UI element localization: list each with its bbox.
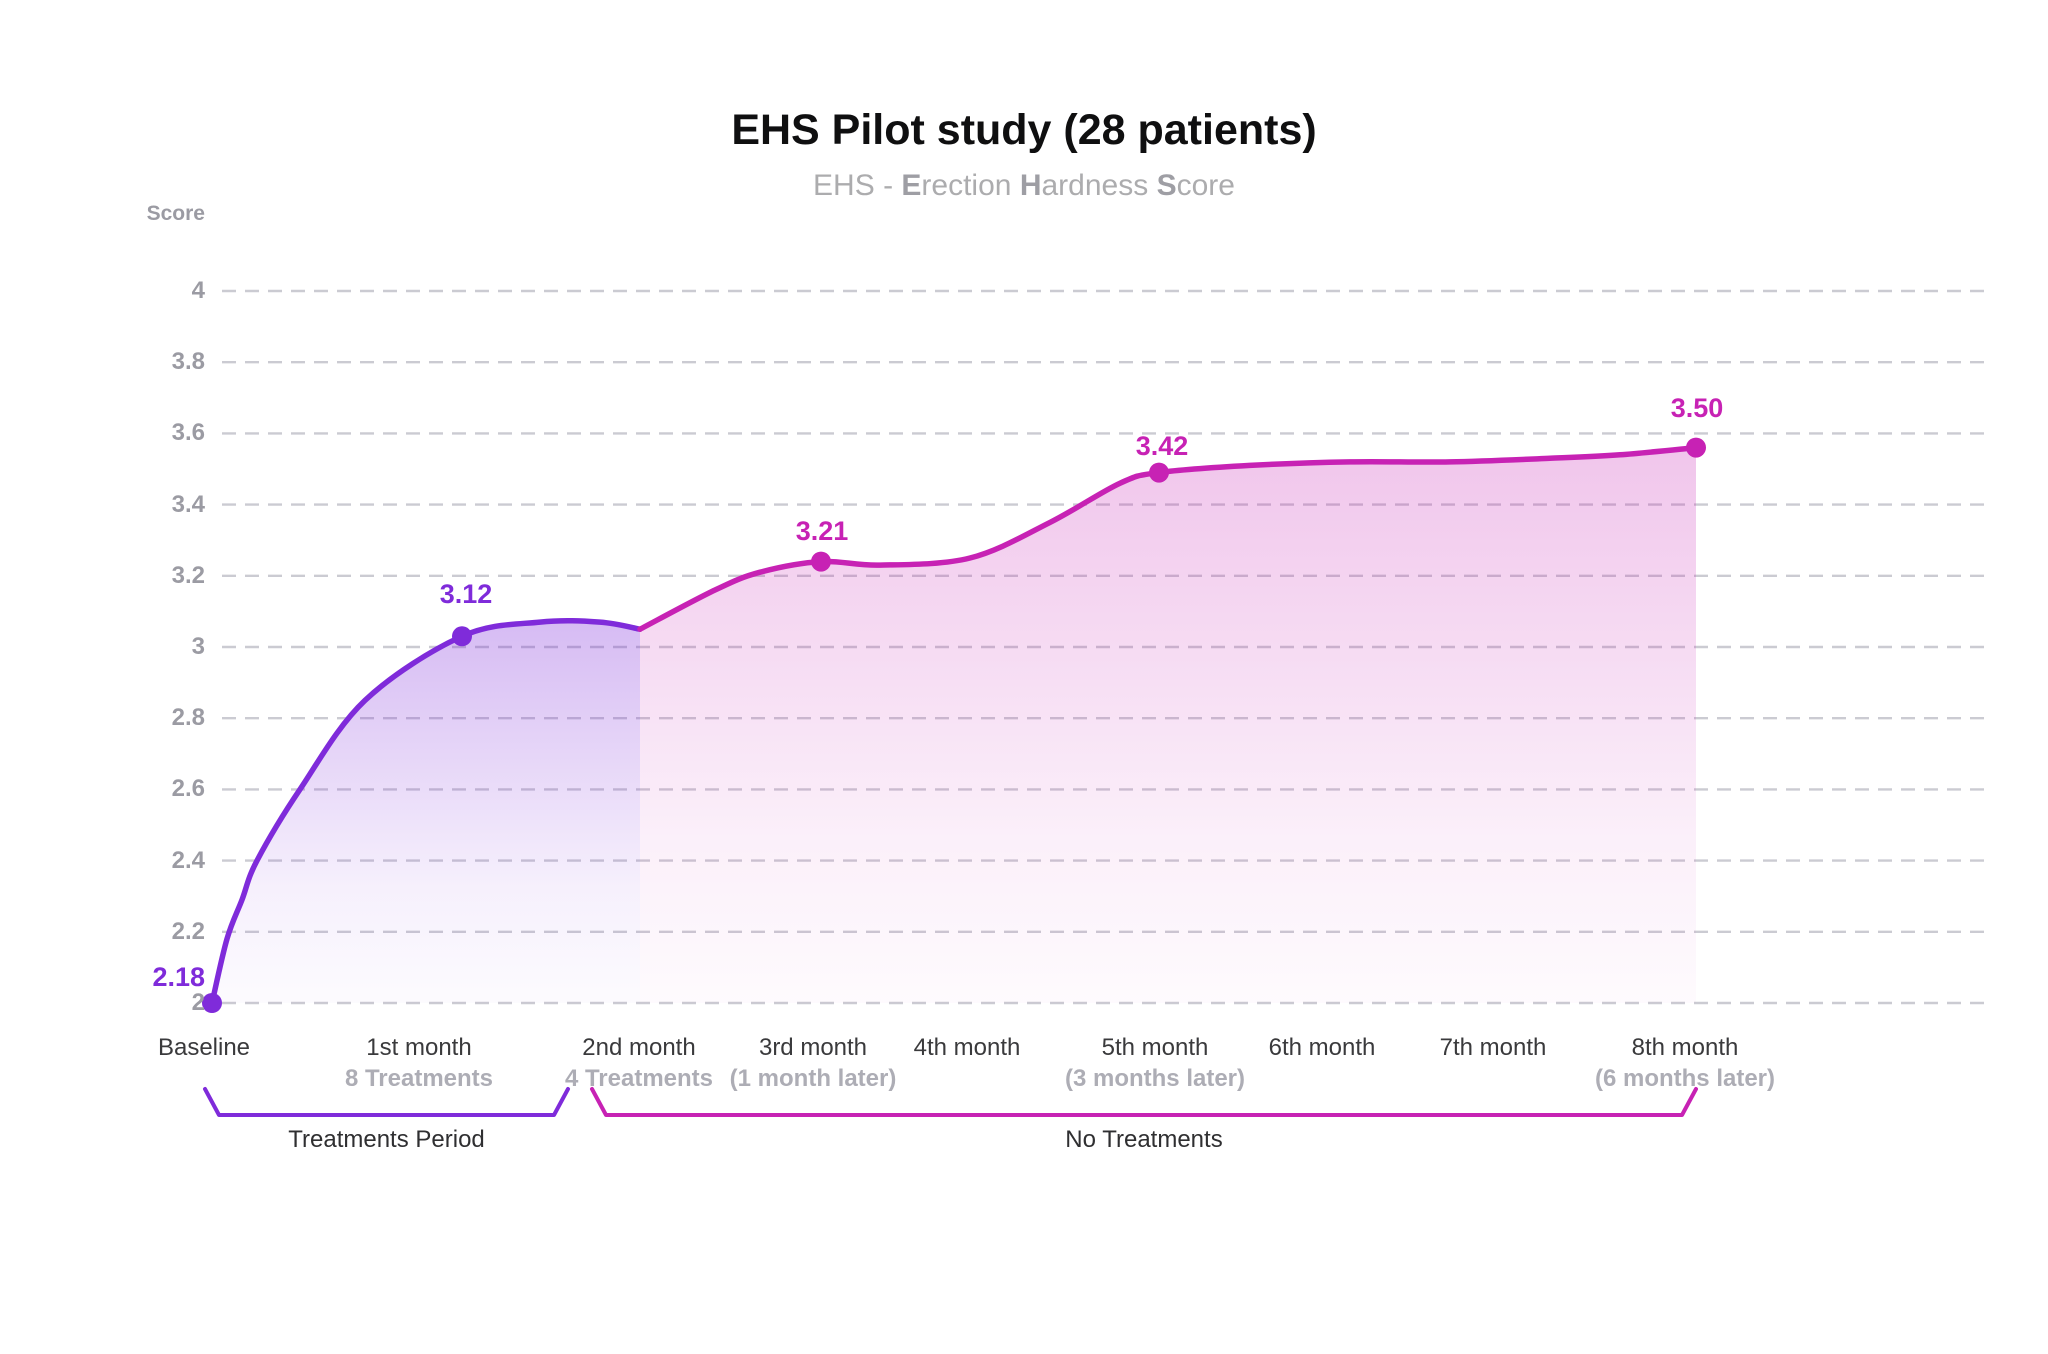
category-label: 2nd month 4 Treatments: [489, 1034, 789, 1093]
category-label-text: 8th month: [1631, 1034, 1739, 1061]
chart-subtitle-part: EHS -: [813, 169, 902, 202]
category-label: 3rd month (1 month later): [663, 1034, 963, 1093]
category-sublabel-text: (1 month later): [729, 1065, 897, 1092]
category-label-text: 3rd month: [758, 1034, 868, 1061]
data-point-dot: [202, 993, 222, 1013]
point-value-label: 3.50: [1670, 393, 1724, 423]
category-label-text: 7th month: [1439, 1034, 1547, 1061]
period-label: No Treatments: [1065, 1126, 1223, 1153]
chart-subtitle-part: rection: [921, 169, 1020, 202]
point-value-label: 3.21: [795, 516, 849, 546]
category-label: 7th month: [1343, 1034, 1643, 1062]
area-treatments: [212, 620, 640, 1003]
chart-subtitle-part: E: [901, 169, 922, 202]
category-label: 5th month (3 months later): [1005, 1034, 1305, 1093]
chart-subtitle-part: S: [1156, 169, 1177, 202]
point-value-label: 3.42: [1135, 431, 1189, 461]
category-label-text: 1st month: [366, 1034, 472, 1061]
category-sublabel-text: (6 months later): [1594, 1065, 1776, 1092]
chart-subtitle-part: ardness: [1041, 169, 1157, 202]
chart-subtitle: EHS - Erection Hardness Score: [0, 168, 2048, 204]
category-label-text: Baseline: [157, 1034, 251, 1061]
y-tick-label: 3: [191, 633, 205, 660]
curve-treatments: [209, 617, 643, 1006]
curve-no_treatments: [637, 444, 1699, 632]
y-tick-label: 2.6: [171, 775, 205, 803]
category-label-text: 6th month: [1268, 1034, 1376, 1061]
y-tick-label: 3.2: [171, 561, 205, 589]
y-tick-label: 2.4: [171, 846, 205, 874]
chart-subtitle-part: H: [1019, 169, 1042, 202]
category-label: 1st month 8 Treatments: [269, 1034, 569, 1093]
category-label-text: 2nd month: [582, 1034, 696, 1061]
category-label: 6th month: [1172, 1034, 1472, 1062]
category-label: 4th month: [817, 1034, 1117, 1062]
chart-subtitle-part: core: [1176, 169, 1235, 202]
category-sublabel-text: 8 Treatments: [344, 1065, 494, 1092]
y-tick-label: 3.8: [171, 348, 205, 376]
y-tick-label: 2.2: [171, 917, 205, 945]
y-tick-label: 2.8: [171, 704, 205, 732]
category-label: Baseline: [54, 1034, 354, 1062]
category-label: 8th month (6 months later): [1535, 1034, 1835, 1093]
category-sublabel-text: 4 Treatments: [564, 1065, 714, 1092]
y-tick-label: 2: [191, 989, 205, 1016]
data-point-dot: [1686, 437, 1706, 458]
category-label-text: 5th month: [1101, 1034, 1209, 1061]
point-value-label: 3.12: [439, 579, 493, 609]
period-bracket: [590, 1087, 1698, 1117]
data-point-dot: [1149, 462, 1169, 483]
period-label: Treatments Period: [288, 1126, 485, 1153]
data-point-dot: [811, 551, 831, 572]
y-tick-label: 3.6: [171, 419, 205, 447]
y-axis-title: Score: [146, 202, 205, 225]
category-label-text: 4th month: [913, 1034, 1021, 1061]
category-sublabel-text: (3 months later): [1064, 1065, 1246, 1092]
point-value-label: 2.18: [152, 962, 205, 992]
data-point-dot: [452, 626, 472, 647]
period-bracket: [203, 1087, 570, 1117]
chart-title: EHS Pilot study (28 patients): [731, 106, 1317, 154]
y-tick-label: 4: [191, 277, 205, 304]
area-no_treatments: [640, 447, 1696, 1004]
y-tick-label: 3.4: [171, 490, 205, 518]
